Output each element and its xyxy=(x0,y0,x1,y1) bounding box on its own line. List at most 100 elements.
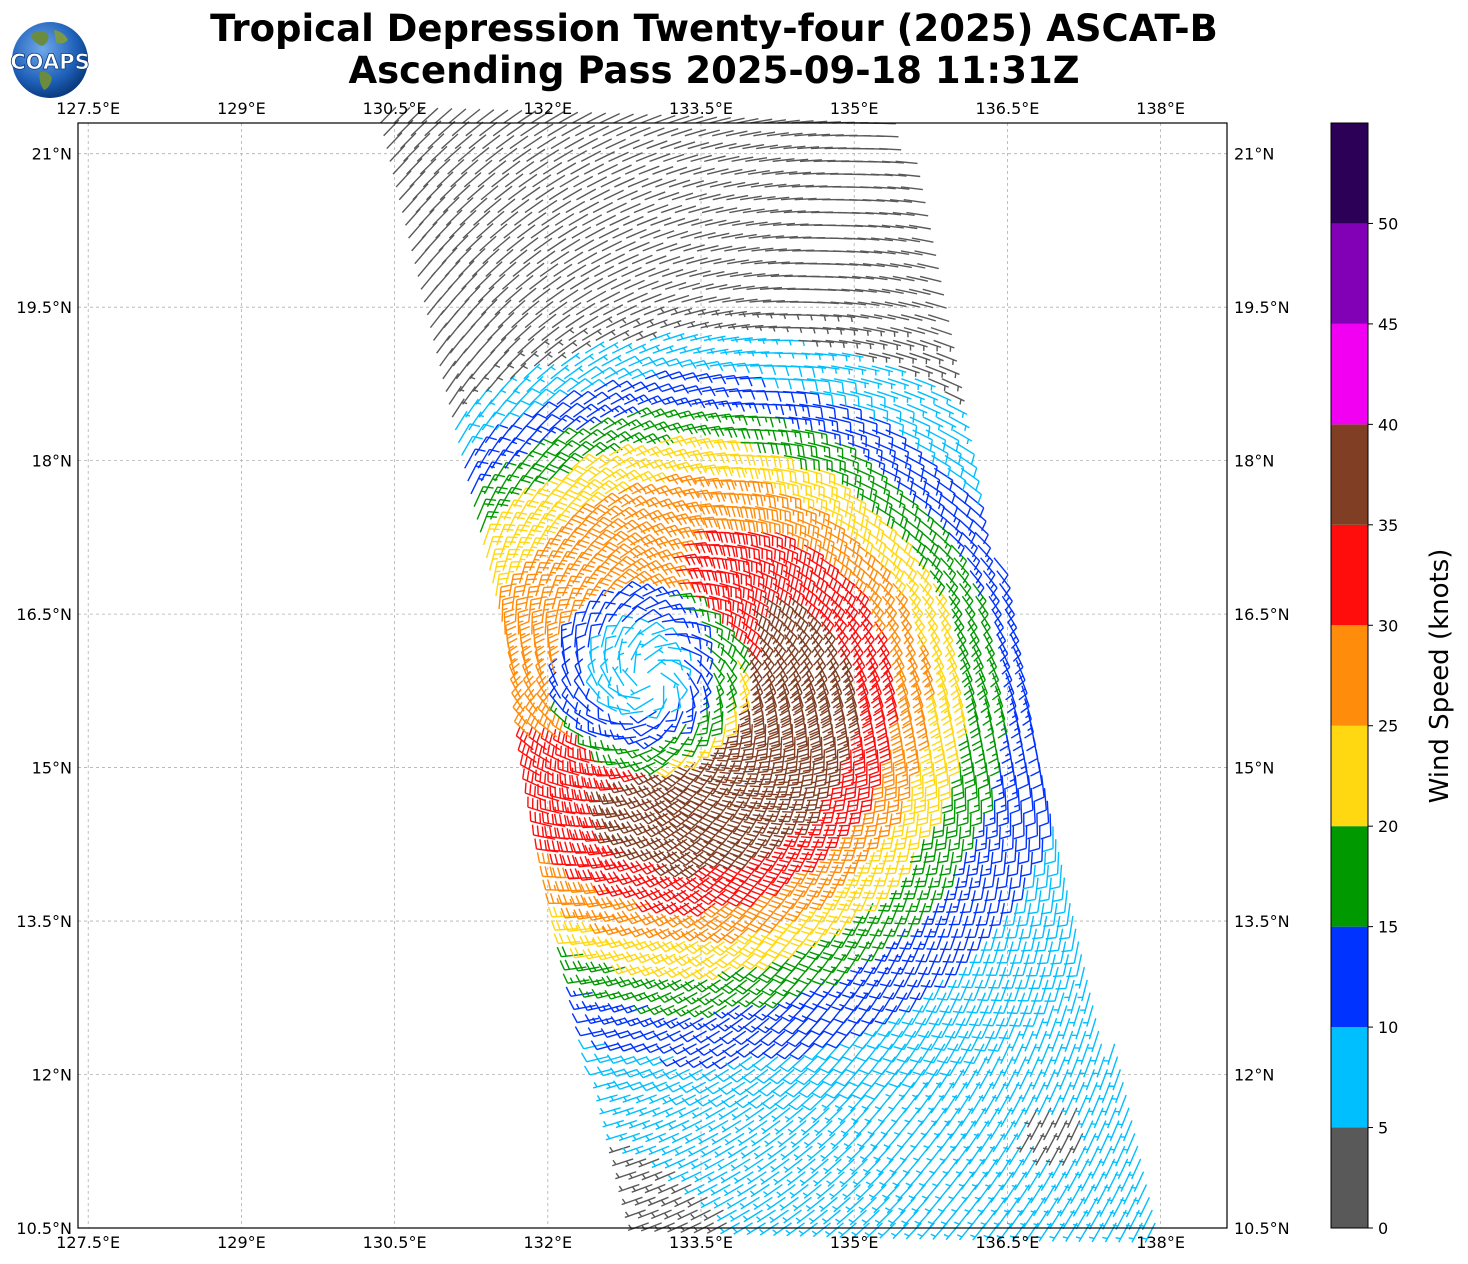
wind-barb xyxy=(633,650,642,674)
wind-barb xyxy=(1018,762,1030,790)
wind-barb xyxy=(538,313,557,329)
wind-barb xyxy=(1106,1056,1119,1078)
wind-barb xyxy=(714,1145,735,1158)
wind-barb xyxy=(991,762,1003,790)
wind-barb xyxy=(940,621,954,649)
wind-barb xyxy=(507,186,527,201)
wind-barb xyxy=(1106,1120,1120,1142)
lon-tick-label-bottom: 132°E xyxy=(523,1233,572,1252)
wind-barb xyxy=(762,864,786,884)
wind-barb xyxy=(475,386,493,405)
colorbar-bin xyxy=(1331,524,1368,626)
wind-barb xyxy=(746,851,770,871)
wind-barb xyxy=(529,275,548,290)
wind-barb xyxy=(707,1171,728,1184)
wind-barb xyxy=(836,813,853,837)
wind-barb xyxy=(914,1094,932,1114)
wind-barb xyxy=(1067,1184,1083,1205)
wind-barb xyxy=(926,1145,944,1164)
wind-barb xyxy=(605,430,634,444)
wind-barb xyxy=(907,1120,925,1139)
wind-barb xyxy=(962,1069,978,1089)
wind-barb xyxy=(617,638,627,661)
wind-barb xyxy=(898,1196,916,1214)
wind-barb xyxy=(705,1030,734,1044)
wind-barb xyxy=(987,1030,1008,1052)
wind-barb xyxy=(700,1196,721,1209)
wind-barb xyxy=(951,608,965,636)
wind-barb xyxy=(768,1068,795,1085)
wind-barb xyxy=(615,580,642,597)
wind-barb xyxy=(688,774,712,794)
wind-barb xyxy=(885,775,897,801)
wind-barb xyxy=(1109,1069,1122,1091)
wind-barb xyxy=(457,146,476,162)
wind-barb xyxy=(903,634,917,662)
wind-barb xyxy=(482,361,501,380)
wind-barb xyxy=(694,1119,716,1132)
wind-barb xyxy=(677,1158,699,1170)
wind-barb xyxy=(644,774,673,788)
wind-barb xyxy=(493,349,510,367)
wind-barb xyxy=(731,1081,759,1096)
wind-barb xyxy=(466,184,485,201)
wind-barb xyxy=(769,390,795,403)
wind-barb xyxy=(808,1068,834,1086)
wind-barb xyxy=(1087,1030,1100,1053)
wind-barb xyxy=(977,608,991,636)
wind-barb xyxy=(1013,813,1025,840)
wind-barb xyxy=(1018,915,1035,940)
wind-barb xyxy=(438,234,455,252)
wind-barb xyxy=(604,481,632,495)
wind-barb xyxy=(938,1081,955,1102)
wind-barb xyxy=(643,646,664,661)
wind-barb xyxy=(479,235,497,252)
wind-barb xyxy=(1066,992,1078,1015)
wind-barb xyxy=(882,1184,900,1201)
wind-barb xyxy=(755,390,782,402)
wind-barb xyxy=(436,171,454,188)
wind-barb xyxy=(477,286,495,303)
wind-barb xyxy=(800,1120,820,1136)
wind-barb xyxy=(716,1209,737,1222)
wind-barb xyxy=(920,467,941,491)
wind-barb xyxy=(745,1030,773,1046)
wind-barb xyxy=(801,762,815,787)
wind-barb xyxy=(775,1043,802,1060)
wind-barb xyxy=(501,160,521,175)
wind-barb xyxy=(450,171,468,188)
wind-barb xyxy=(524,313,543,329)
wind-barb xyxy=(441,247,458,265)
wind-barb xyxy=(850,1017,875,1037)
wind-barb xyxy=(781,1068,808,1085)
wind-barb xyxy=(494,461,517,482)
wind-barb xyxy=(450,285,467,303)
wind-barb xyxy=(724,813,748,833)
wind-barb xyxy=(934,826,949,851)
wind-barb xyxy=(927,314,950,323)
wind-barb xyxy=(798,902,821,923)
wind-barb xyxy=(705,1107,726,1120)
wind-barb xyxy=(896,1043,920,1063)
wind-barb xyxy=(973,1120,990,1140)
wind-barb xyxy=(628,1119,651,1129)
wind-barb xyxy=(777,365,803,378)
wind-barb xyxy=(527,487,551,508)
wind-barb xyxy=(793,1145,813,1161)
wind-barb xyxy=(485,147,504,162)
wind-barb xyxy=(831,928,854,949)
wind-barbs xyxy=(380,106,1156,1243)
wind-barb xyxy=(624,508,652,521)
wind-barb xyxy=(422,170,440,188)
wind-barb xyxy=(988,826,1001,852)
wind-barb xyxy=(904,1107,922,1126)
wind-barb xyxy=(1027,1184,1044,1204)
wind-barb xyxy=(489,387,507,405)
wind-barb xyxy=(968,1158,986,1178)
wind-barb xyxy=(498,261,517,278)
wind-barb xyxy=(585,454,612,469)
wind-barb xyxy=(622,557,650,572)
wind-barb xyxy=(495,248,514,265)
wind-barb xyxy=(1082,1005,1094,1027)
wind-barb xyxy=(464,448,486,469)
